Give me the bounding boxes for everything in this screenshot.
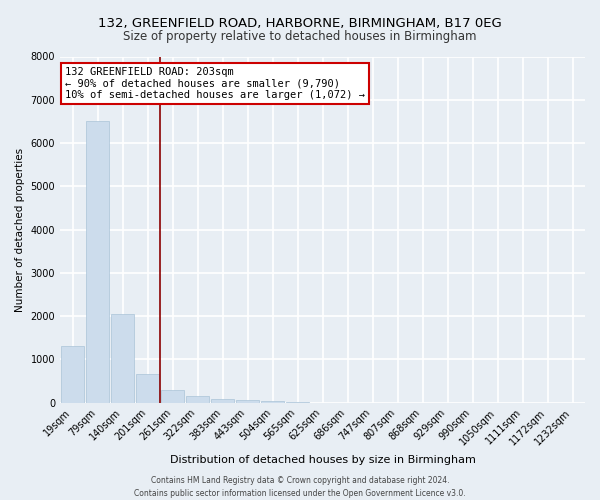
Bar xyxy=(136,374,160,402)
Bar xyxy=(236,400,259,402)
Bar xyxy=(110,314,134,402)
Y-axis label: Number of detached properties: Number of detached properties xyxy=(15,148,25,312)
Bar xyxy=(185,396,209,402)
Text: 132, GREENFIELD ROAD, HARBORNE, BIRMINGHAM, B17 0EG: 132, GREENFIELD ROAD, HARBORNE, BIRMINGH… xyxy=(98,18,502,30)
X-axis label: Distribution of detached houses by size in Birmingham: Distribution of detached houses by size … xyxy=(170,455,475,465)
Text: Size of property relative to detached houses in Birmingham: Size of property relative to detached ho… xyxy=(123,30,477,43)
Text: 132 GREENFIELD ROAD: 203sqm
← 90% of detached houses are smaller (9,790)
10% of : 132 GREENFIELD ROAD: 203sqm ← 90% of det… xyxy=(65,67,365,100)
Bar xyxy=(61,346,85,403)
Bar xyxy=(211,398,235,402)
Text: Contains HM Land Registry data © Crown copyright and database right 2024.
Contai: Contains HM Land Registry data © Crown c… xyxy=(134,476,466,498)
Bar xyxy=(86,122,109,402)
Bar xyxy=(161,390,184,402)
